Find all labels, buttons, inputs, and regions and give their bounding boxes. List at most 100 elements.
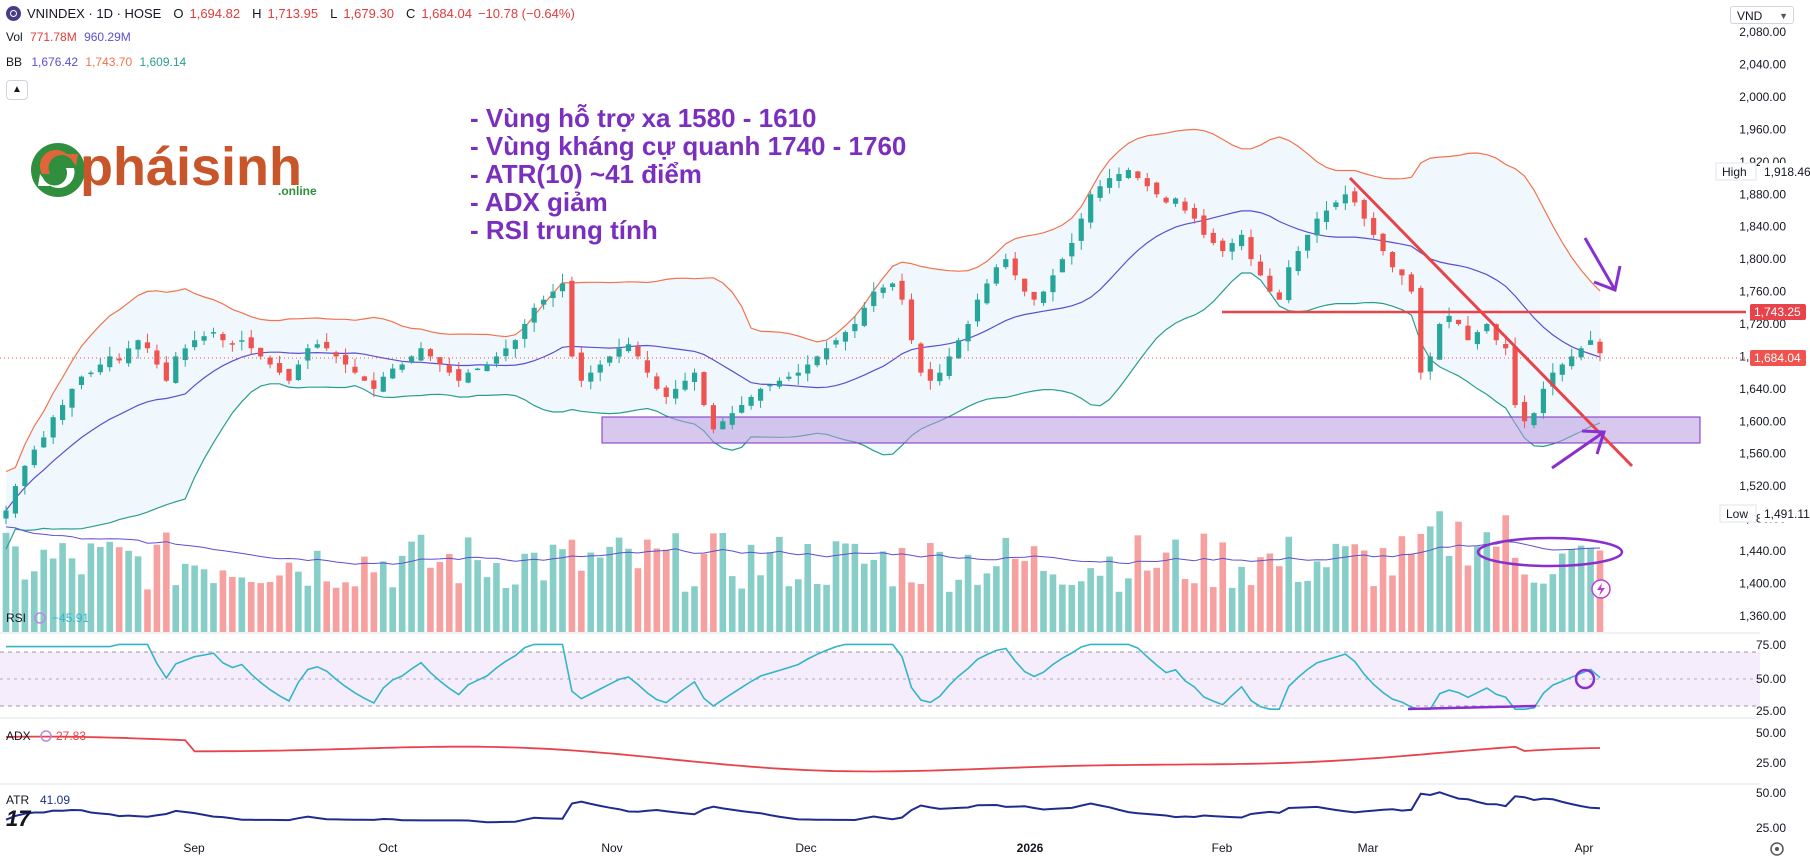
volume-bar	[1011, 558, 1019, 632]
candle-body	[1521, 401, 1528, 422]
volume-bar	[1304, 580, 1311, 632]
tradingview-logo-icon[interactable]: 17	[6, 806, 31, 831]
symbol-legend[interactable]: VNINDEX · 1D · HOSE O 1,694.82 H 1,713.95 …	[6, 6, 575, 21]
annotation-line: - ATR(10) ~41 điểm	[470, 159, 702, 189]
volume-bar	[1228, 587, 1236, 632]
rsi-divergence-line[interactable]	[1407, 704, 1537, 711]
volume-bar	[681, 591, 689, 632]
candle-body	[465, 372, 471, 383]
rsi-label: RSI	[6, 611, 26, 625]
candle-body	[1229, 242, 1235, 252]
volume-legend[interactable]: Vol 771.78M 960.29M	[6, 30, 131, 44]
candle-body	[1559, 364, 1565, 375]
candle-body	[78, 376, 85, 386]
settings-icon[interactable]	[1770, 842, 1784, 856]
volume-bar	[1436, 511, 1443, 632]
candle-body	[1257, 261, 1264, 276]
volume-bar	[813, 583, 821, 632]
candle-body	[314, 344, 320, 348]
candle-body	[852, 324, 858, 332]
volume-bar	[974, 584, 981, 632]
candle-body	[126, 348, 132, 364]
candle-body	[1267, 275, 1273, 292]
currency-select[interactable]: VND ▼	[1730, 6, 1794, 24]
candle-body	[276, 363, 283, 373]
candle-body	[616, 348, 622, 357]
candle-body	[937, 372, 943, 382]
volume-bar	[955, 579, 962, 632]
rsi-circle-annotation[interactable]	[1574, 668, 1596, 690]
vol-label: Vol	[6, 30, 23, 44]
volume-bar	[379, 561, 387, 632]
phaisinh-logo-icon	[31, 143, 85, 197]
volume-bar	[1134, 535, 1142, 632]
down-arrow-annotation[interactable]	[1583, 237, 1622, 293]
volume-bar	[398, 555, 406, 632]
candle-body	[1097, 186, 1103, 198]
bb-legend[interactable]: BB 1,676.42 1,743.70 1,609.14	[6, 55, 186, 69]
support-zone-rect[interactable]	[601, 416, 1701, 444]
price-tick: 1,760.00	[1739, 285, 1786, 299]
time-axis[interactable]: Sep Oct Nov Dec 2026 Feb Mar Apr	[183, 841, 1593, 855]
candle-body	[1031, 291, 1037, 300]
time-tick: 2026	[1017, 841, 1044, 855]
price-tick: 1,800.00	[1739, 252, 1786, 266]
up-arrow-annotation[interactable]	[1551, 429, 1607, 470]
volume-bar	[1087, 568, 1094, 632]
candle-body	[588, 372, 594, 382]
volume-bar	[125, 550, 132, 632]
volume-ellipse-annotation[interactable]	[1476, 536, 1624, 568]
volume-bar	[247, 582, 255, 632]
price-axis[interactable]: 2,080.002,040.002,000.001,960.001,920.00…	[1739, 25, 1786, 623]
volume-bar	[1342, 546, 1349, 632]
candle-body	[1578, 348, 1584, 358]
volume-bar	[1162, 552, 1170, 632]
candle-body	[946, 356, 952, 376]
volume-bar	[1370, 586, 1377, 632]
volume-bar	[672, 533, 679, 632]
candle-body	[1238, 234, 1245, 247]
volume-bar	[163, 532, 170, 632]
collapse-legend-button[interactable]: ▲	[6, 80, 28, 100]
candle-body	[1012, 258, 1018, 276]
volume-bar	[87, 543, 95, 632]
candle-body	[541, 299, 547, 305]
volume-bar	[1313, 561, 1321, 632]
volume-bar	[1257, 557, 1264, 632]
symbol-name[interactable]: VNINDEX · 1D · HOSE	[27, 6, 162, 21]
downtrend-line[interactable]	[1348, 176, 1634, 468]
candle-body	[522, 324, 528, 339]
rsi-settings-icon[interactable]	[34, 612, 46, 624]
price-tick: 1,560.00	[1739, 447, 1786, 461]
low-tag-label: Low	[1726, 507, 1748, 521]
candle-body	[258, 347, 264, 357]
price-tick: 2,080.00	[1739, 25, 1786, 39]
lightning-icon[interactable]	[1591, 579, 1611, 599]
vol-value-2: 960.29M	[84, 30, 131, 44]
candle-body	[1172, 198, 1179, 204]
last-price-tag: 1,684.04	[1750, 350, 1806, 366]
candle-body	[956, 340, 962, 359]
candle-body	[1305, 234, 1311, 251]
candle-body	[899, 280, 905, 300]
candle-body	[1531, 413, 1537, 426]
candle-body	[993, 267, 999, 284]
candle-body	[1427, 356, 1433, 372]
price-tick: 1,880.00	[1739, 187, 1786, 201]
candle-body	[908, 299, 915, 341]
volume-bar	[1558, 553, 1566, 632]
candle-body	[1484, 324, 1490, 332]
volume-bar	[417, 534, 425, 632]
rsi-line	[6, 643, 1601, 710]
candle-body	[1040, 291, 1047, 303]
adx-settings-icon[interactable]	[40, 730, 52, 742]
candle-body	[333, 352, 339, 357]
volume-bar	[710, 533, 717, 632]
candlestick-series	[3, 167, 1603, 524]
candle-body	[1597, 341, 1603, 354]
volume-bar	[1568, 549, 1576, 632]
analysis-annotation[interactable]: - Vùng hỗ trợ xa 1580 - 1610 - Vùng khán…	[470, 104, 906, 244]
annotation-line: - Vùng kháng cự quanh 1740 - 1760	[470, 131, 907, 161]
candle-body	[59, 405, 66, 420]
